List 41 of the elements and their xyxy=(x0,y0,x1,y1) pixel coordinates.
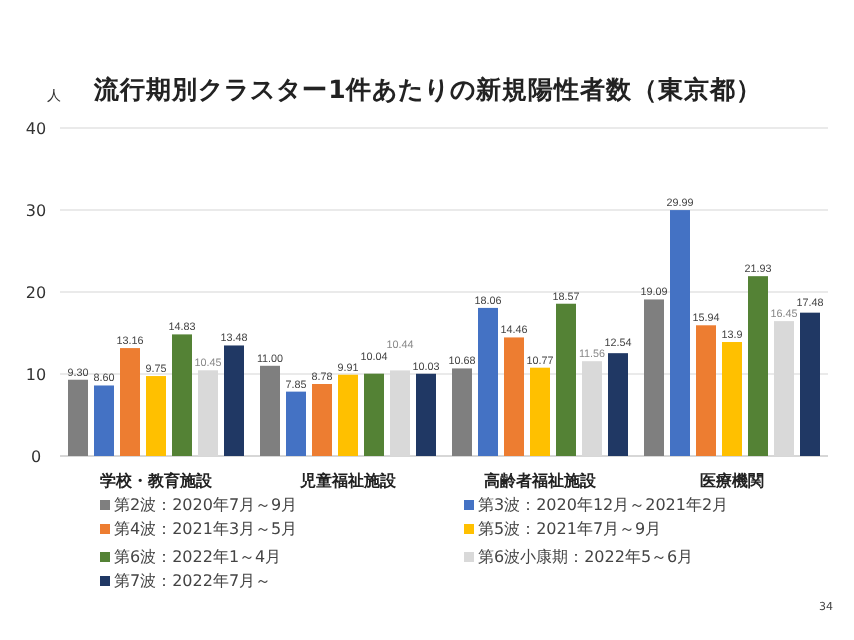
legend-label: 第6波：2022年1～4月 xyxy=(114,548,282,566)
bar xyxy=(670,210,690,456)
bar xyxy=(94,385,114,456)
y-tick-label: 30 xyxy=(25,202,47,220)
bar xyxy=(260,365,280,456)
y-tick-label: 0 xyxy=(30,448,42,466)
bar xyxy=(224,345,244,456)
bar xyxy=(68,379,88,456)
bar xyxy=(530,367,550,456)
bar xyxy=(696,325,716,456)
bar xyxy=(146,376,166,456)
bar xyxy=(478,307,498,456)
x-tick-label: 学校・教育施設 xyxy=(100,470,214,490)
y-tick-label: 40 xyxy=(25,120,47,138)
bar xyxy=(556,303,576,456)
legend-label: 第7波：2022年7月～ xyxy=(114,572,272,590)
bar xyxy=(748,276,768,456)
bar xyxy=(120,348,140,456)
bar xyxy=(644,299,664,456)
bar xyxy=(504,337,524,456)
legend-label: 第2波：2020年7月～9月 xyxy=(114,496,298,514)
bar xyxy=(172,334,192,456)
bar xyxy=(286,391,306,456)
bar xyxy=(722,342,742,456)
y-tick-label: 20 xyxy=(25,284,47,302)
legend-label: 第6波小康期：2022年5～6月 xyxy=(478,548,694,566)
bar xyxy=(338,374,358,456)
bar xyxy=(364,373,384,456)
bar xyxy=(452,368,472,456)
x-tick-label: 高齢者福祉施設 xyxy=(484,470,598,490)
bar xyxy=(416,373,436,456)
bar xyxy=(312,384,332,456)
legend-label: 第3波：2020年12月～2021年2月 xyxy=(478,496,729,514)
x-tick-label: 児童福祉施設 xyxy=(298,470,398,490)
x-tick-label: 医療機関 xyxy=(700,470,764,490)
bar xyxy=(608,353,628,456)
chart-title: 流行期別クラスター1件あたりの新規陽性者数（東京都） xyxy=(92,74,762,104)
legend-label: 第5波：2021年7月～9月 xyxy=(478,520,662,538)
bar xyxy=(800,312,820,456)
y-tick-label: 10 xyxy=(25,366,47,384)
legend-label: 第4波：2021年3月～5月 xyxy=(114,520,298,538)
